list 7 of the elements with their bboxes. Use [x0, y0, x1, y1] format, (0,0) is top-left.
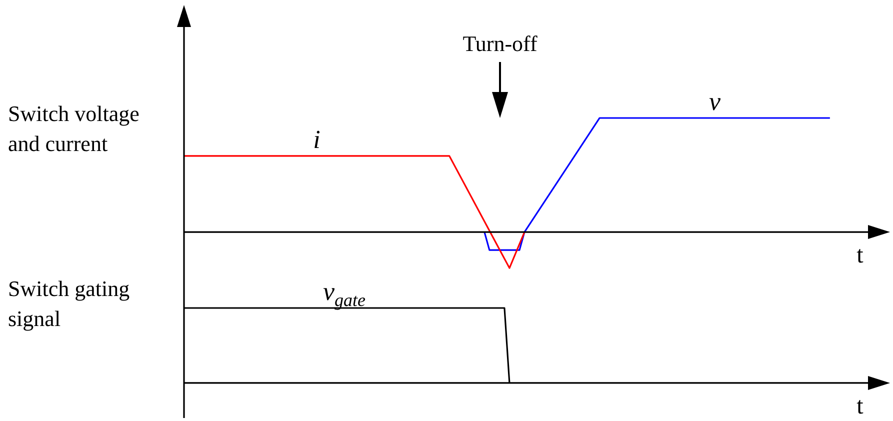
- x-axis-title: t: [856, 393, 864, 420]
- y-axis-title: Switch gating signal: [8, 276, 130, 331]
- text: Turn-off: [462, 30, 538, 56]
- x-axis-title: t: [856, 242, 864, 268]
- y-axis-title: Switch voltage and current: [8, 100, 140, 156]
- series-label: v: [708, 86, 721, 116]
- series-label: i: [313, 124, 320, 154]
